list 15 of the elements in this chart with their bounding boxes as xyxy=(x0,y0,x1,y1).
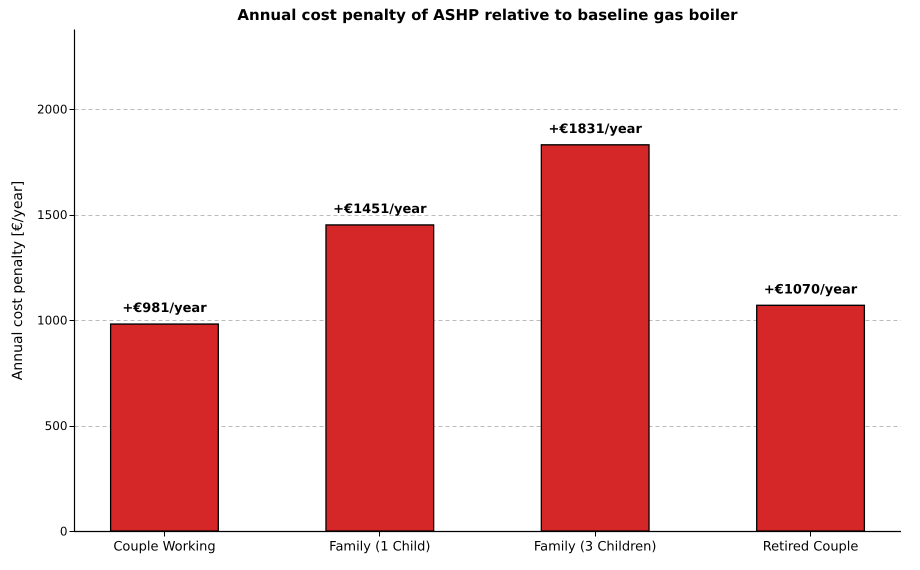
y-tick-label: 500 xyxy=(44,419,68,434)
data-label: +€981/year xyxy=(122,301,208,316)
y-tick-label: 1500 xyxy=(36,208,68,222)
x-tick-label: Retired Couple xyxy=(762,540,858,554)
data-label: +€1070/year xyxy=(764,282,858,298)
y-axis-title: Annual cost penalty [€/year] xyxy=(10,180,26,380)
x-tick-label: Family (1 Child) xyxy=(329,540,430,554)
y-tick-label: 1000 xyxy=(36,314,68,328)
data-label: +€1831/year xyxy=(548,122,642,137)
y-tick-label: 2000 xyxy=(36,102,68,117)
y-tick-label: 0 xyxy=(60,524,68,538)
data-label: +€1451/year xyxy=(333,202,428,217)
x-tick-label: Couple Working xyxy=(113,540,216,554)
chart-title: Annual cost penalty of ASHP relative to baseline gas boiler xyxy=(237,6,738,24)
x-tick-label: Family (3 Children) xyxy=(534,540,656,554)
